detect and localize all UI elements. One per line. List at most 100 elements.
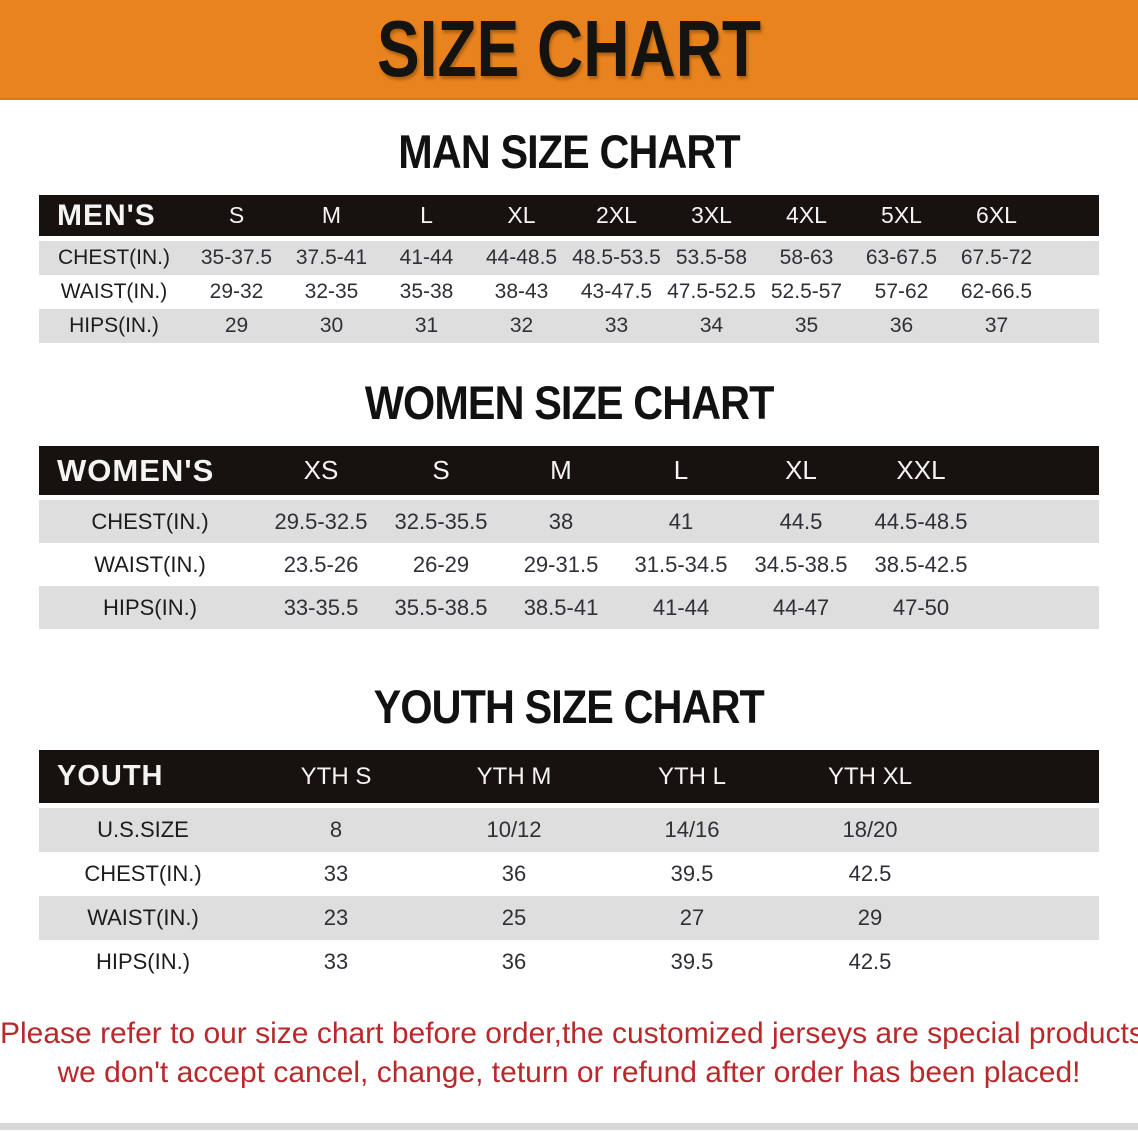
size-value: 33-35.5	[283, 594, 359, 620]
table-header-row: YOUTH YTH S YTH M YTH L YTH XL	[39, 750, 1099, 808]
size-value: 67.5-72	[960, 246, 1033, 269]
row-label: WAIST(IN.)	[60, 280, 168, 303]
size-value: 35.5-38.5	[394, 594, 488, 620]
size-value: 57-62	[874, 280, 929, 303]
size-value: 30	[319, 314, 344, 337]
filler-cell	[1044, 309, 1099, 343]
women-section-heading-text: WOMEN SIZE CHART	[364, 376, 775, 429]
size-value: 44.5-48.5	[874, 508, 968, 534]
filler-cell	[981, 446, 1099, 500]
size-value: 29-31.5	[523, 551, 599, 577]
size-value: 35-37.5	[200, 246, 273, 269]
table-row: WAIST(IN.) 23.5-26 26-29 29-31.5 31.5-34.5 34…	[39, 543, 1099, 586]
filler-cell	[1044, 241, 1099, 275]
size-value: 44-48.5	[485, 246, 558, 269]
size-value: 43-47.5	[580, 280, 653, 303]
column-header: L	[379, 195, 474, 241]
youth-section-heading: YOUTH SIZE CHART	[0, 683, 1138, 730]
row-label: CHEST(IN.)	[84, 861, 202, 886]
size-value: 14/16	[664, 817, 720, 842]
size-value: 31.5-34.5	[634, 551, 728, 577]
bottom-edge-strip	[0, 1123, 1138, 1130]
size-value: 35	[794, 314, 819, 337]
size-value: 41	[668, 508, 694, 534]
size-value: 47-50	[892, 594, 950, 620]
disclaimer-line-1: Please refer to our size chart before or…	[0, 1017, 1138, 1050]
table-row: CHEST(IN.) 33 36 39.5 42.5	[39, 852, 1099, 896]
youth-size-table: YOUTH YTH S YTH M YTH L YTH XL U.S.SIZE 8 10/12…	[39, 750, 1099, 984]
size-value: 38.5-42.5	[874, 551, 968, 577]
row-label: CHEST(IN.)	[58, 246, 170, 269]
size-value: 27	[679, 905, 705, 930]
row-label: U.S.SIZE	[97, 817, 189, 842]
table-header-row: MEN'S S M L XL 2XL 3XL 4XL 5XL 6XL	[39, 195, 1099, 241]
size-value: 23	[323, 905, 349, 930]
size-value: 33	[604, 314, 629, 337]
table-group-label: MEN'S	[39, 195, 189, 241]
table-row: CHEST(IN.) 29.5-32.5 32.5-35.5 38 41 44.5 44.5…	[39, 500, 1099, 543]
column-header: 3XL	[664, 195, 759, 241]
disclaimer: Please refer to our size chart before or…	[0, 1014, 1138, 1092]
size-value: 33	[323, 949, 349, 974]
size-value: 41-44	[399, 246, 454, 269]
filler-cell	[1044, 275, 1099, 309]
size-value: 32-35	[304, 280, 359, 303]
row-label: HIPS(IN.)	[95, 949, 191, 974]
size-value: 26-29	[412, 551, 470, 577]
table-row: U.S.SIZE 8 10/12 14/16 18/20	[39, 808, 1099, 852]
youth-section-heading-text: YOUTH SIZE CHART	[373, 680, 765, 733]
size-value: 29	[857, 905, 883, 930]
table-group-label: WOMEN'S	[39, 446, 261, 500]
row-label: CHEST(IN.)	[91, 508, 209, 534]
size-value: 38.5-41	[523, 594, 599, 620]
size-value: 29.5-32.5	[274, 508, 368, 534]
size-value: 53.5-58	[675, 246, 748, 269]
column-header: M	[501, 446, 621, 500]
table-row: HIPS(IN.) 29 30 31 32 33 34 35 36 37	[39, 309, 1099, 343]
column-header: XL	[474, 195, 569, 241]
size-value: 38	[548, 508, 574, 534]
size-value: 38-43	[494, 280, 549, 303]
size-value: 44-47	[772, 594, 830, 620]
size-value: 10/12	[486, 817, 542, 842]
column-header: YTH M	[425, 750, 603, 808]
size-value: 23.5-26	[283, 551, 359, 577]
filler-cell	[959, 940, 1099, 984]
table-row: WAIST(IN.) 29-32 32-35 35-38 38-43 43-47.5 47.…	[39, 275, 1099, 309]
table-row: HIPS(IN.) 33 36 39.5 42.5	[39, 940, 1099, 984]
mens-size-table: MEN'S S M L XL 2XL 3XL 4XL 5XL 6XL CHEST(IN.) 35-37…	[39, 195, 1099, 343]
size-value: 42.5	[848, 861, 892, 886]
table-group-label: YOUTH	[39, 750, 247, 808]
size-value: 34	[699, 314, 724, 337]
column-header: YTH S	[247, 750, 425, 808]
row-label: HIPS(IN.)	[69, 314, 159, 337]
table-row: WAIST(IN.) 23 25 27 29	[39, 896, 1099, 940]
size-value: 32	[509, 314, 534, 337]
size-value: 37	[984, 314, 1009, 337]
filler-cell	[959, 852, 1099, 896]
disclaimer-line-2: we don't accept cancel, change, teturn o…	[57, 1056, 1081, 1089]
table-row: CHEST(IN.) 35-37.5 37.5-41 41-44 44-48.5 48.5…	[39, 241, 1099, 275]
size-value: 35-38	[399, 280, 454, 303]
table-row: HIPS(IN.) 33-35.5 35.5-38.5 38.5-41 41-44 44-…	[39, 586, 1099, 629]
table-header-row: WOMEN'S XS S M L XL XXL	[39, 446, 1099, 500]
filler-cell	[959, 750, 1099, 808]
size-value: 32.5-35.5	[394, 508, 488, 534]
size-value: 63-67.5	[865, 246, 938, 269]
size-value: 47.5-52.5	[667, 280, 756, 303]
column-header: YTH XL	[781, 750, 959, 808]
size-value: 37.5-41	[295, 246, 368, 269]
filler-cell	[981, 586, 1099, 629]
column-header: XS	[261, 446, 381, 500]
women-section-heading: WOMEN SIZE CHART	[0, 379, 1138, 426]
size-value: 34.5-38.5	[754, 551, 848, 577]
filler-cell	[1044, 195, 1099, 241]
mens-section-heading-text: MAN SIZE CHART	[398, 125, 740, 178]
size-value: 42.5	[848, 949, 892, 974]
row-label: WAIST(IN.)	[87, 905, 199, 930]
column-header: XL	[741, 446, 861, 500]
mens-section-heading: MAN SIZE CHART	[0, 128, 1138, 175]
column-header: 5XL	[854, 195, 949, 241]
size-value: 25	[501, 905, 527, 930]
size-value: 18/20	[842, 817, 898, 842]
